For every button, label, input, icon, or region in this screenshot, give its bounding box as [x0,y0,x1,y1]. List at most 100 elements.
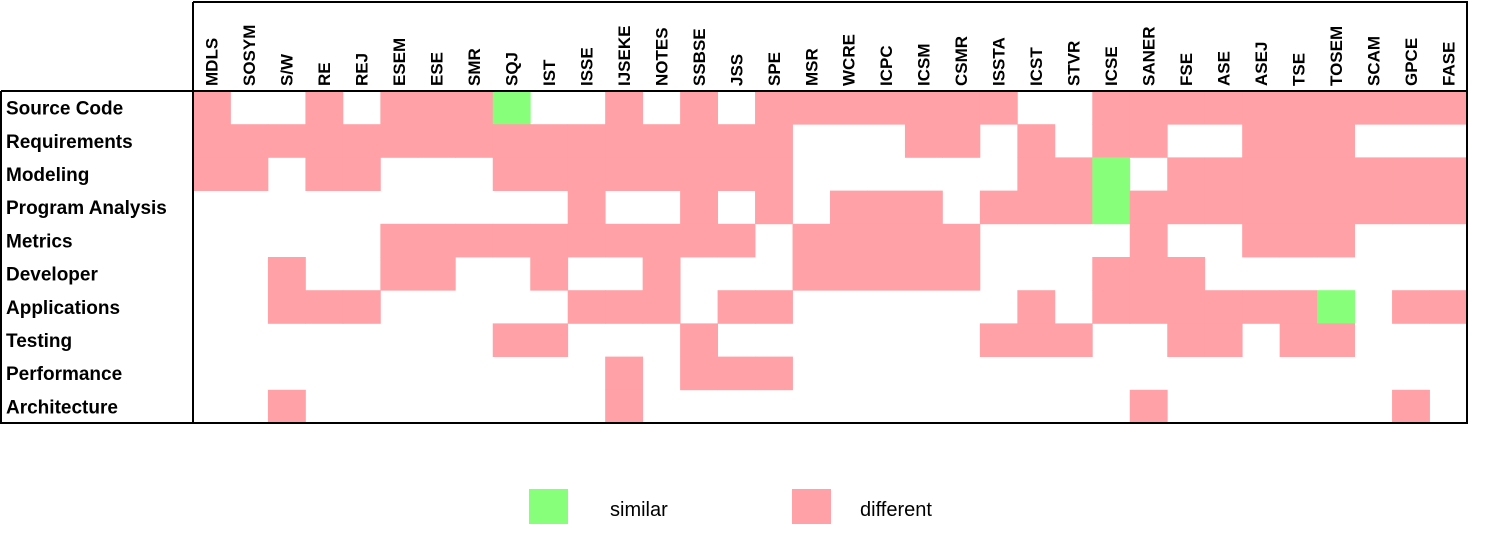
column-label-icpc: ICPC [877,45,896,86]
cell-program-analysis-scam [1354,190,1393,225]
column-label-icst: ICST [1027,47,1046,86]
column-label-spe: SPE [765,52,784,86]
cell-program-analysis-tosem [1317,190,1355,225]
cell-requirements-sosym [230,124,269,158]
cell-metrics-icsm [904,223,943,258]
cell-requirements-icsm [904,124,943,158]
cell-source-code-issta [979,91,1018,125]
cell-performance-ssbse [680,356,718,391]
column-label-scam: SCAM [1364,36,1383,86]
cell-modeling-icst [1017,157,1056,191]
row-label-program-analysis: Program Analysis [6,198,167,219]
legend: similar different [529,489,932,524]
cell-requirements-saner [1129,124,1168,158]
cell-source-code-sqj [492,91,531,125]
cell-applications-icst [1017,290,1056,324]
cell-source-code-icpc [867,91,906,125]
cell-requirements-ijseke [605,124,644,158]
cell-source-code-esem [380,91,419,125]
cell-metrics-ist [530,223,569,258]
cell-developer-icse [1092,257,1131,291]
cell-modeling-rej [342,157,381,191]
cell-program-analysis-icpc [867,190,906,225]
cell-testing-icst [1017,323,1056,357]
cell-metrics-esem [380,223,419,258]
column-label-icse: ICSE [1102,46,1121,86]
cell-applications-notes [642,290,681,324]
cell-developer-fse [1167,257,1206,291]
column-label-sosym: SOSYM [240,25,259,86]
cell-source-code-ase [1204,91,1243,125]
cell-program-analysis-fse [1167,190,1206,225]
cell-requirements-esem [380,124,419,158]
column-label-ese: ESE [428,52,447,86]
cell-source-code-smr [455,91,494,125]
cell-modeling-ist [530,157,569,191]
column-label-wcre: WCRE [840,34,859,86]
cell-metrics-ssbse [680,223,718,258]
cell-modeling-fase [1429,157,1468,191]
cell-metrics-ese [417,223,456,258]
heatmap-cells [193,91,1468,424]
cell-program-analysis-tse [1279,190,1318,225]
cell-metrics-tosem [1317,223,1355,258]
row-labels: Source Code Requirements Modeling Program A… [6,99,167,419]
legend-swatch-similar [529,489,568,524]
cell-applications-re [305,290,344,324]
cell-applications-rej [342,290,381,324]
cell-applications-jss [717,290,756,324]
cell-metrics-csmr [942,223,981,258]
cell-metrics-asej [1242,223,1281,258]
cell-program-analysis-wcre [830,190,868,225]
cell-source-code-tse [1279,91,1318,125]
cell-modeling-re [305,157,344,191]
cell-requirements-ssbse [680,124,718,158]
column-label-ijseke: IJSEKE [615,26,634,86]
cell-testing-ase [1204,323,1243,357]
column-label-rej: REJ [353,53,372,86]
cell-program-analysis-spe [755,190,793,225]
cell-requirements-ese [417,124,456,158]
column-label-isse: ISSE [577,47,596,86]
cell-metrics-notes [642,223,681,258]
row-label-metrics: Metrics [6,231,73,252]
column-labels: MDLS SOSYM S/W RE REJ ESEM ESE SMR SQJ IST ISSE IJS… [203,25,1459,86]
column-label-saner: SANER [1140,26,1159,86]
column-label-ssbse: SSBSE [690,28,709,86]
cell-developer-esem [380,257,419,291]
cell-metrics-icpc [867,223,906,258]
cell-requirements-spe [755,124,793,158]
cell-source-code-tosem [1317,91,1355,125]
cell-requirements-s-w [267,124,306,158]
column-label-tse: TSE [1289,53,1308,86]
cell-requirements-csmr [942,124,981,158]
cell-requirements-tse [1279,124,1318,158]
column-label-ist: IST [540,59,559,86]
cell-metrics-smr [455,223,494,258]
cell-modeling-tse [1279,157,1318,191]
cell-requirements-re [305,124,344,158]
cell-applications-fse [1167,290,1206,324]
cell-source-code-asej [1242,91,1281,125]
cell-requirements-notes [642,124,681,158]
column-label-fse: FSE [1177,53,1196,86]
cell-metrics-sqj [492,223,531,258]
cell-source-code-scam [1354,91,1393,125]
cell-modeling-ssbse [680,157,718,191]
cell-modeling-ijseke [605,157,644,191]
cell-program-analysis-saner [1129,190,1168,225]
cell-applications-ijseke [605,290,644,324]
cell-requirements-rej [342,124,381,158]
cell-testing-fse [1167,323,1206,357]
cell-applications-asej [1242,290,1281,324]
cell-metrics-saner [1129,223,1168,258]
cell-developer-msr [792,257,831,291]
cell-program-analysis-isse [567,190,606,225]
cell-source-code-icse [1092,91,1131,125]
cell-performance-ijseke [605,356,644,391]
row-label-source-code: Source Code [6,99,123,120]
cell-developer-icpc [867,257,906,291]
cell-program-analysis-fase [1429,190,1468,225]
cell-applications-s-w [267,290,306,324]
cell-requirements-smr [455,124,494,158]
